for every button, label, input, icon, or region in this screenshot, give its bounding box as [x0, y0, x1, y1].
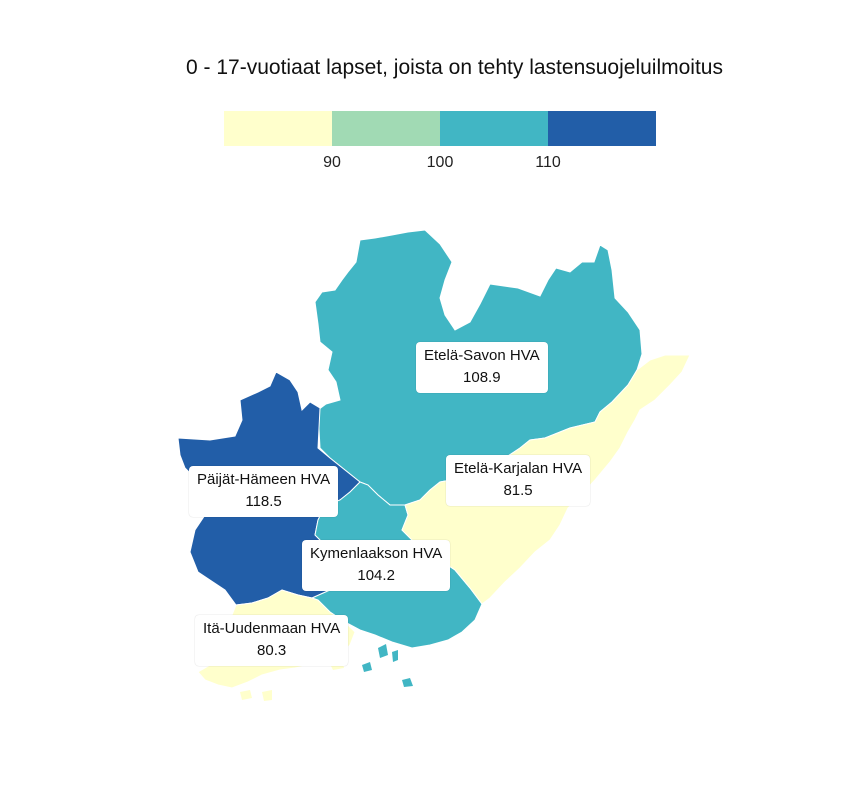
region-label-etela-savo: Etelä-Savon HVA 108.9 [416, 342, 548, 393]
region-label-kymenlaakso: Kymenlaakson HVA 104.2 [302, 540, 451, 591]
region-kymenlaakso-island-3 [392, 650, 398, 662]
legend-tick-110: 110 [535, 154, 561, 171]
region-label-paijat-hame: Päijät-Hämeen HVA 118.5 [189, 466, 339, 517]
region-ita-uusimaa-island-1 [240, 690, 252, 700]
region-kymenlaakso-island-2 [378, 644, 388, 658]
region-ita-uusimaa-island-2 [262, 690, 272, 701]
legend-swatch-1 [224, 111, 332, 146]
legend-tick-100: 100 [426, 154, 454, 171]
region-value: 108.9 [463, 369, 501, 386]
region-value: 118.5 [245, 493, 282, 510]
region-kymenlaakso-island-1 [362, 662, 372, 672]
region-name: Etelä-Karjalan HVA [454, 460, 583, 477]
legend-tick-90: 90 [323, 154, 341, 171]
region-value: 80.3 [257, 642, 287, 659]
region-name: Itä-Uudenmaan HVA [203, 620, 341, 637]
region-value: 81.5 [503, 482, 533, 499]
region-name: Etelä-Savon HVA [424, 347, 540, 364]
region-value: 104.2 [357, 567, 395, 584]
legend-swatch-2 [332, 111, 440, 146]
map-title: 0 - 17-vuotiaat lapset, joista on tehty … [186, 56, 723, 79]
color-legend [224, 111, 656, 146]
region-label-ita-uusimaa: Itä-Uudenmaan HVA 80.3 [195, 615, 349, 666]
region-label-etela-karjala: Etelä-Karjalan HVA 81.5 [446, 455, 591, 506]
legend-swatch-4 [548, 111, 656, 146]
region-name: Päijät-Hämeen HVA [197, 471, 331, 488]
region-name: Kymenlaakson HVA [310, 545, 443, 562]
region-kymenlaakso-island-4 [402, 678, 413, 687]
legend-swatch-3 [440, 111, 548, 146]
